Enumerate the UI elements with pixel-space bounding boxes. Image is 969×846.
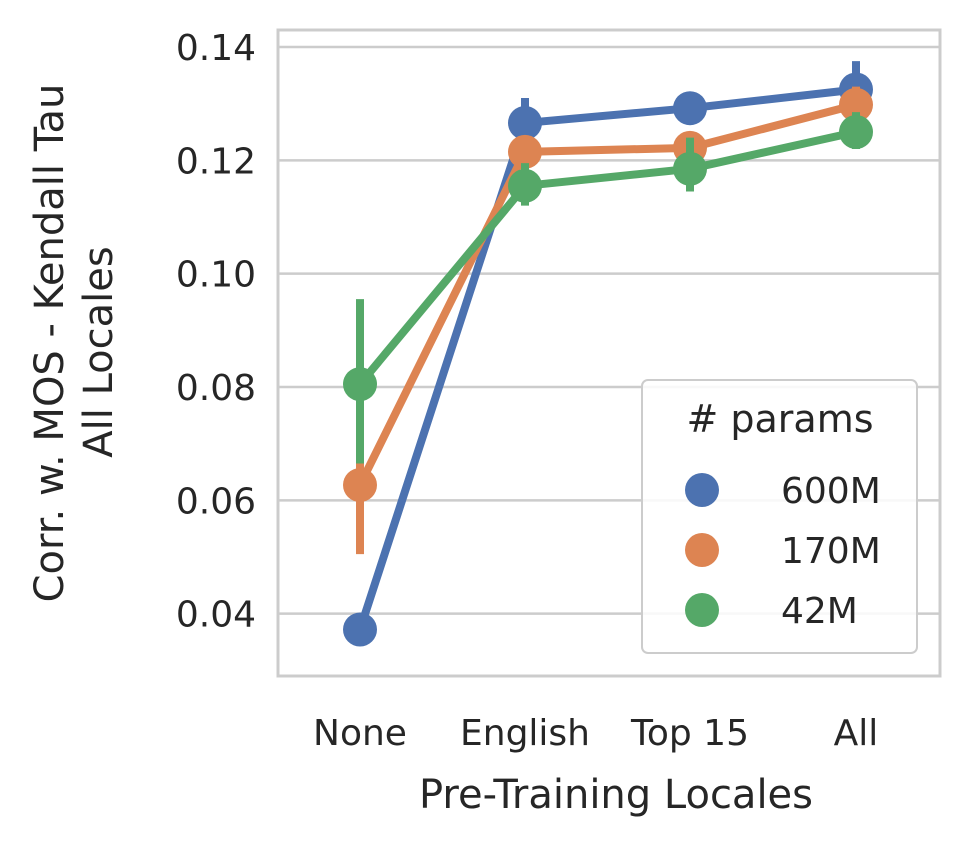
y-tick-label: 0.14 [176,28,256,69]
legend-marker [685,593,719,627]
y-tick-label: 0.08 [176,368,256,409]
data-point [839,115,873,149]
legend-entries: 600M 170M 42M [685,471,881,632]
y-axis-label-line-2: All Locales [76,246,122,457]
y-tick-label: 0.06 [176,481,256,522]
legend-label: 42M [781,591,858,632]
data-point [343,612,377,647]
series [343,61,873,647]
data-point [508,105,542,140]
legend-marker [685,533,719,567]
data-point [343,468,377,503]
y-axis-label-line-1: Corr. w. MOS - Kendall Tau [27,84,73,603]
series-line [356,100,858,487]
data-point [839,87,873,122]
x-tick-labels: None English Top 15 All [313,713,878,754]
x-tick-label: All [834,713,879,754]
legend-label: 600M [781,471,881,512]
x-tick-label: English [460,713,590,754]
legend-title: # params [686,397,873,441]
x-tick-label: None [313,713,407,754]
series-line [356,128,857,387]
series-42M [343,112,873,464]
y-tick-label: 0.12 [176,141,256,182]
x-axis-label: Pre-Training Locales [419,772,813,818]
legend: # params 600M 170M 42M [641,379,918,654]
data-point [508,168,542,203]
x-tick-label: Top 15 [630,713,749,754]
series-line [356,85,857,631]
legend-label: 170M [781,531,881,572]
legend-marker [685,473,719,507]
y-tick-labels: 0.04 0.06 0.08 0.10 0.12 0.14 [176,28,256,636]
y-tick-label: 0.10 [176,255,256,296]
data-point [508,134,542,169]
data-point [673,151,707,186]
y-tick-label: 0.04 [176,595,256,636]
data-point [343,367,377,402]
plot-frame [276,28,942,678]
data-point [673,91,707,126]
legend-box [641,379,918,654]
